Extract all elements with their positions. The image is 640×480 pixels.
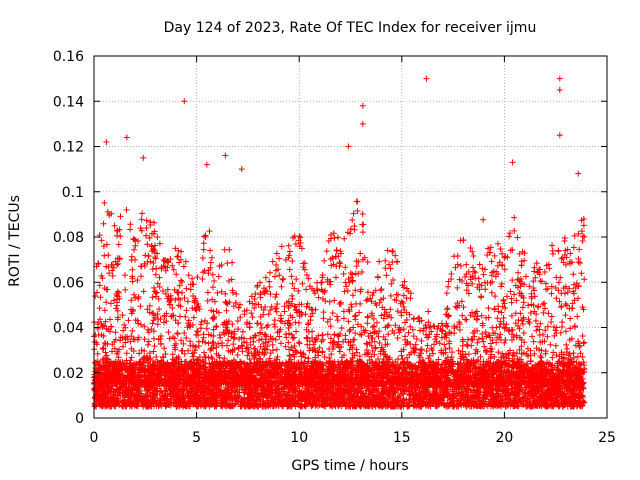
data-point [392,358,399,365]
data-point [290,361,297,368]
data-point [223,386,230,393]
data-points [91,75,588,410]
data-point [551,399,558,406]
data-point [321,402,328,409]
data-point [144,397,151,404]
data-point [505,396,512,403]
data-point [162,399,169,406]
data-point [495,387,502,394]
data-point [521,389,528,396]
data-point [532,361,539,368]
data-point [400,391,407,398]
data-point [341,394,348,401]
data-point [357,403,364,410]
